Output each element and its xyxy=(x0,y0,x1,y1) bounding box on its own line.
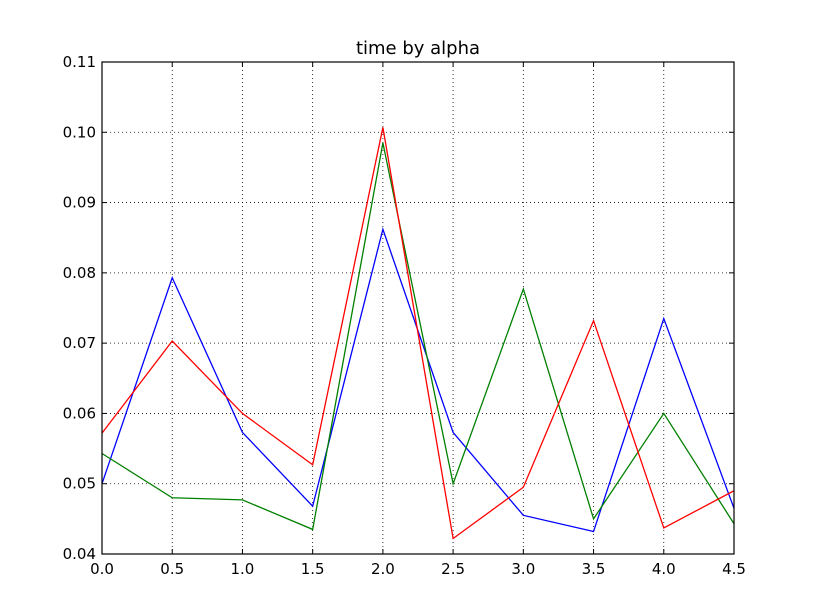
x-tick-label: 1.5 xyxy=(301,560,325,578)
y-tick-label: 0.07 xyxy=(63,334,96,352)
x-tick-label: 4.0 xyxy=(652,560,676,578)
series-line-3 xyxy=(101,127,735,540)
series-lines xyxy=(101,127,735,540)
axis-ticks xyxy=(101,61,735,555)
y-tick-label: 0.09 xyxy=(63,194,96,212)
x-tick-label: 0.0 xyxy=(90,560,114,578)
x-tick-label: 3.5 xyxy=(582,560,606,578)
y-tick-label: 0.05 xyxy=(63,475,96,493)
y-tick-label: 0.08 xyxy=(63,264,96,282)
x-tick-label: 3.0 xyxy=(511,560,535,578)
x-tick-label: 1.0 xyxy=(231,560,255,578)
plot-frame xyxy=(101,61,735,555)
series-line-2 xyxy=(101,142,735,531)
y-tick-label: 0.11 xyxy=(63,53,96,71)
y-tick-label: 0.10 xyxy=(63,123,96,141)
x-tick-label: 0.5 xyxy=(160,560,184,578)
series-line-1 xyxy=(101,227,735,533)
x-tick-label: 2.0 xyxy=(371,560,395,578)
y-tick-label: 0.06 xyxy=(63,404,96,422)
x-tick-label: 4.5 xyxy=(722,560,746,578)
tick-labels: 0.0 0.5 1.0 1.5 2.0 2.5 3.0 3.5 4.0 4.5 0.04 0.05 0.… xyxy=(63,53,746,578)
y-tick-label: 0.04 xyxy=(63,545,96,563)
x-tick-label: 2.5 xyxy=(441,560,465,578)
grid-lines xyxy=(101,61,735,555)
chart-title: time by alpha xyxy=(356,38,480,59)
